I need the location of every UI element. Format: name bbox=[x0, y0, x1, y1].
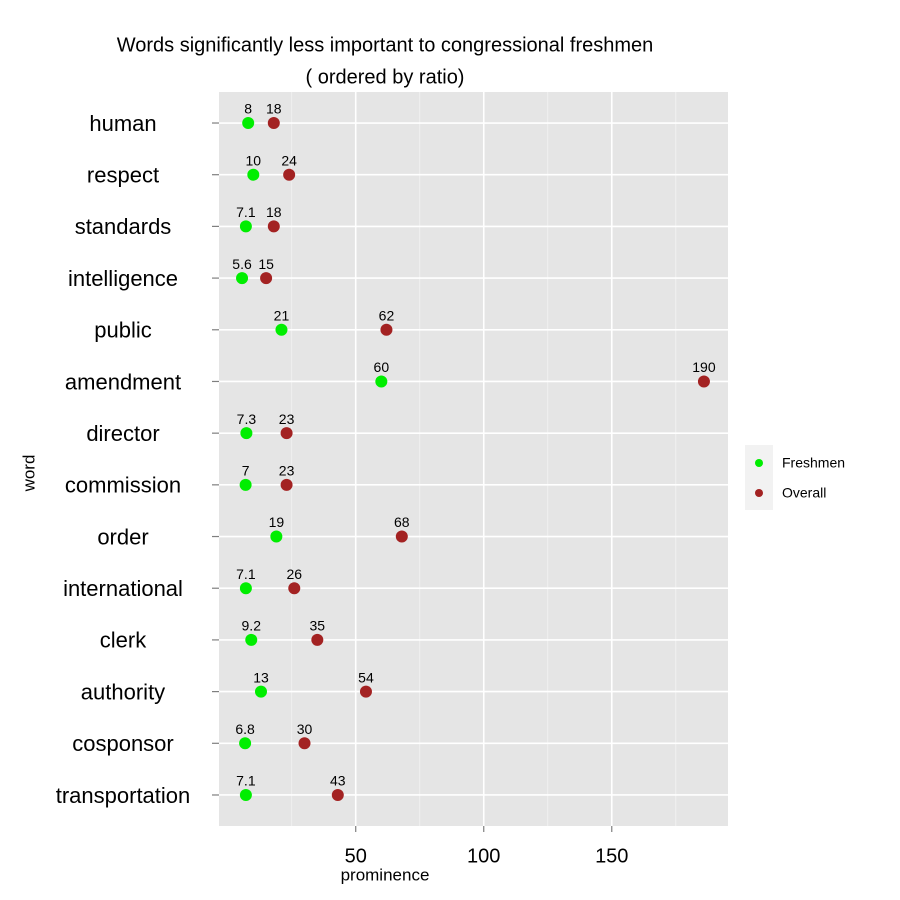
dot bbox=[280, 427, 293, 440]
y-tick-label: order bbox=[97, 524, 148, 549]
data-label: 9.2 bbox=[242, 618, 262, 634]
data-label: 15 bbox=[258, 256, 274, 272]
y-tick-label: respect bbox=[87, 163, 159, 188]
data-label: 8 bbox=[244, 101, 252, 117]
y-tick-label: human bbox=[89, 111, 156, 136]
dot bbox=[311, 633, 324, 646]
data-label: 26 bbox=[286, 566, 302, 582]
legend-key bbox=[755, 459, 763, 467]
dot bbox=[245, 633, 258, 646]
x-tick-label: 150 bbox=[595, 845, 628, 867]
x-axis-label: prominence bbox=[341, 865, 430, 884]
data-label: 23 bbox=[279, 463, 295, 479]
data-label: 18 bbox=[266, 204, 282, 220]
dot bbox=[359, 685, 372, 698]
data-label: 68 bbox=[394, 514, 410, 530]
data-label: 5.6 bbox=[232, 256, 252, 272]
dot bbox=[240, 427, 253, 440]
data-label: 190 bbox=[692, 359, 716, 375]
y-tick-label: clerk bbox=[100, 628, 147, 653]
legend-label: Overall bbox=[782, 485, 826, 501]
legend-key bbox=[755, 489, 763, 497]
data-label: 7 bbox=[242, 463, 250, 479]
y-tick-label: cosponsor bbox=[72, 731, 174, 756]
dot bbox=[242, 117, 255, 130]
data-label: 19 bbox=[269, 514, 285, 530]
data-label: 7.1 bbox=[236, 773, 256, 789]
dot bbox=[239, 737, 252, 750]
data-label: 13 bbox=[253, 669, 269, 685]
dot bbox=[395, 530, 408, 543]
y-tick-label: commission bbox=[65, 473, 181, 498]
y-tick-label: public bbox=[94, 318, 151, 343]
chart-title: Words significantly less important to co… bbox=[117, 34, 654, 56]
dot bbox=[239, 220, 252, 233]
data-label: 35 bbox=[310, 618, 326, 634]
y-tick-label: standards bbox=[75, 214, 172, 239]
dot bbox=[280, 478, 293, 491]
data-label: 7.1 bbox=[236, 566, 256, 582]
dot bbox=[260, 272, 273, 285]
x-tick-label: 100 bbox=[467, 845, 500, 867]
data-label: 43 bbox=[330, 773, 346, 789]
y-tick-label: amendment bbox=[65, 369, 181, 394]
y-tick-label: authority bbox=[81, 679, 165, 704]
dot bbox=[239, 788, 252, 801]
dot bbox=[375, 375, 388, 388]
data-label: 30 bbox=[297, 721, 313, 737]
dot bbox=[239, 478, 252, 491]
y-axis-label: word bbox=[19, 455, 38, 493]
dot bbox=[267, 220, 280, 233]
y-tick-label: director bbox=[86, 421, 159, 446]
dot bbox=[275, 323, 288, 336]
plot-panel bbox=[219, 92, 728, 826]
dot bbox=[267, 117, 280, 130]
dot bbox=[283, 168, 296, 181]
legend-label: Freshmen bbox=[782, 455, 845, 471]
dot bbox=[288, 582, 301, 595]
legend-keys bbox=[745, 445, 773, 510]
data-label: 6.8 bbox=[235, 721, 255, 737]
dot bbox=[298, 737, 311, 750]
dot bbox=[247, 168, 260, 181]
dot bbox=[380, 323, 393, 336]
x-tick-label: 50 bbox=[345, 845, 367, 867]
data-label: 23 bbox=[279, 411, 295, 427]
y-tick-label: transportation bbox=[56, 783, 191, 808]
y-tick-label: intelligence bbox=[68, 266, 178, 291]
dot bbox=[270, 530, 283, 543]
dot bbox=[697, 375, 710, 388]
dot bbox=[331, 788, 344, 801]
y-tick-label: international bbox=[63, 576, 183, 601]
data-label: 7.1 bbox=[236, 204, 256, 220]
data-label: 10 bbox=[246, 152, 262, 168]
data-label: 7.3 bbox=[237, 411, 257, 427]
dot bbox=[254, 685, 267, 698]
data-label: 21 bbox=[274, 307, 290, 323]
data-label: 54 bbox=[358, 669, 374, 685]
chart-subtitle: ( ordered by ratio) bbox=[306, 66, 465, 88]
data-label: 24 bbox=[281, 152, 297, 168]
data-label: 62 bbox=[379, 307, 395, 323]
data-label: 60 bbox=[374, 359, 390, 375]
dot bbox=[236, 272, 249, 285]
data-label: 18 bbox=[266, 101, 282, 117]
dot bbox=[239, 582, 252, 595]
